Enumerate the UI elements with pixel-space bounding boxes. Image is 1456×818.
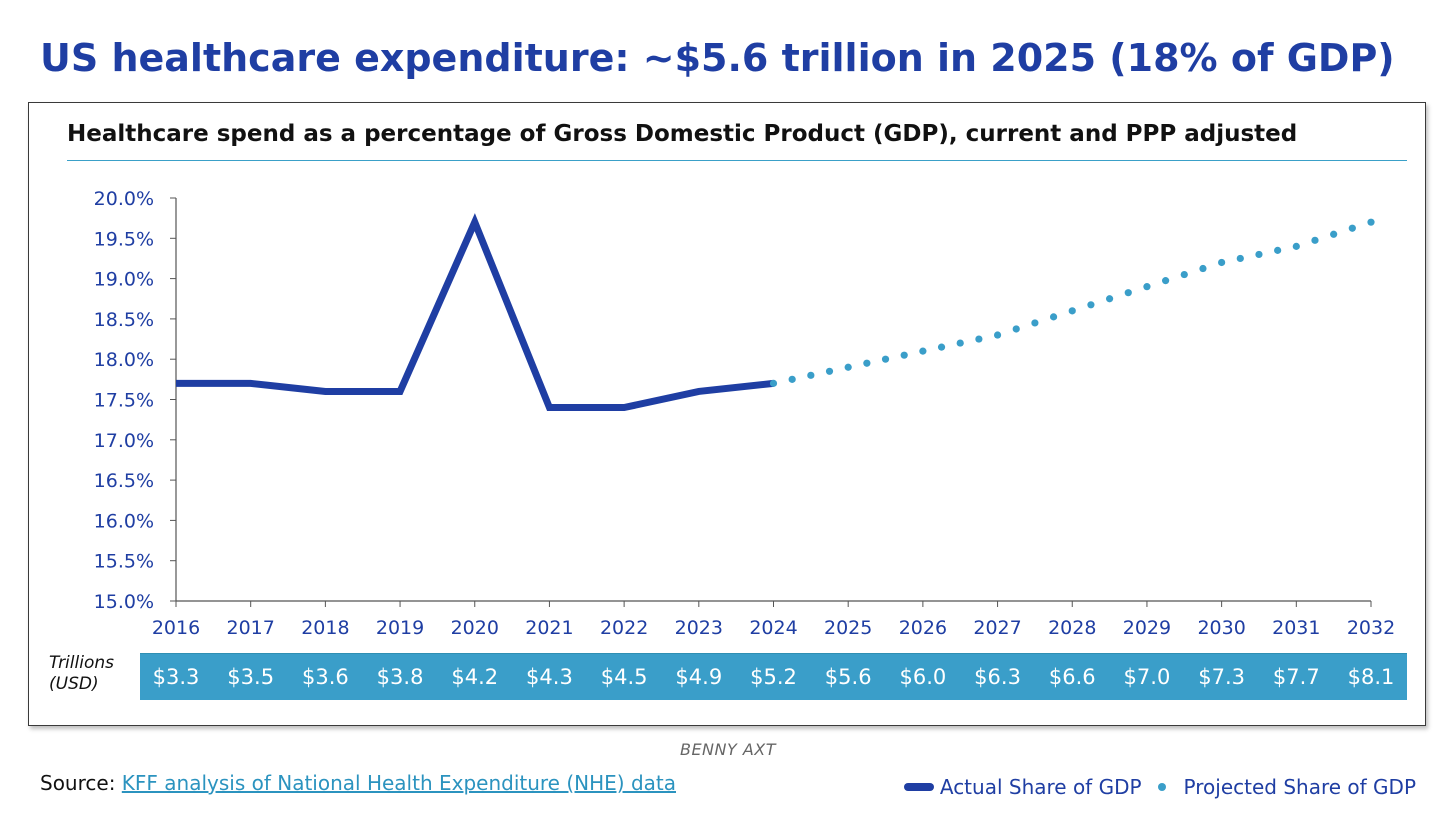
trillions-value: $4.5 <box>600 665 648 689</box>
x-tick-label: 2029 <box>1123 617 1171 639</box>
projected-dot <box>1124 289 1132 297</box>
trillions-value: $3.6 <box>301 665 349 689</box>
trillions-value: $6.3 <box>974 665 1021 689</box>
projected-dot <box>1087 301 1095 309</box>
x-tick-label: 2020 <box>451 617 499 639</box>
trillions-value: $5.6 <box>824 665 872 689</box>
y-tick-label: 16.5% <box>94 470 154 492</box>
source-note: Source: KFF analysis of National Health … <box>40 771 676 795</box>
projected-dot <box>937 343 946 351</box>
y-tick-label: 19.0% <box>94 269 154 291</box>
trillions-value: $7.0 <box>1123 665 1171 689</box>
y-tick-label: 18.5% <box>94 309 154 331</box>
chart-legend: Actual Share of GDP Projected Share of G… <box>903 775 1416 799</box>
projected-dot <box>1274 246 1282 254</box>
projected-dot <box>1049 313 1058 321</box>
x-tick-label: 2026 <box>899 617 947 639</box>
legend-solid-line-icon <box>903 783 934 791</box>
projected-dot <box>1255 250 1263 259</box>
y-tick-label: 19.5% <box>94 228 154 250</box>
x-tick-label: 2021 <box>525 617 573 639</box>
x-tick-label: 2032 <box>1347 617 1395 639</box>
projected-dot <box>975 335 983 343</box>
projected-dot <box>807 371 815 379</box>
projected-dot <box>1236 254 1244 263</box>
projected-dot <box>1199 264 1207 273</box>
x-tick-label: 2027 <box>973 617 1021 639</box>
x-tick-label: 2025 <box>824 617 872 639</box>
line-chart: 20.0% 19.5% 19.0% 18.5% 18.0% 17.5% 17.0% 16.5%… <box>94 188 1396 639</box>
trillions-value: $3.3 <box>152 665 200 689</box>
chart-title-divider <box>67 160 1407 161</box>
source-link[interactable]: KFF analysis of National Health Expendit… <box>121 771 676 795</box>
x-tick-label: 2016 <box>152 617 200 639</box>
watermark: BENNY AXT <box>679 740 777 759</box>
legend-dot-icon <box>1157 783 1166 791</box>
trillions-value: $3.8 <box>376 665 424 689</box>
y-tick-label: 20.0% <box>94 188 154 210</box>
page-title: US healthcare expenditure: ~$5.6 trillio… <box>40 36 1395 80</box>
trillions-value: $7.7 <box>1272 665 1320 689</box>
projected-dot <box>788 375 796 383</box>
y-tick-label: 18.0% <box>94 349 154 371</box>
x-tick-label: 2019 <box>376 617 424 639</box>
projected-dot <box>1180 270 1188 279</box>
trillions-value: $4.3 <box>526 665 573 689</box>
projected-dot <box>1105 295 1114 303</box>
trillions-value: $6.6 <box>1048 665 1096 689</box>
legend-label-projected: Projected Share of GDP <box>1183 775 1416 799</box>
x-tick-label: 2018 <box>301 617 349 639</box>
x-tick-label: 2023 <box>675 617 723 639</box>
trillions-value: $5.2 <box>750 665 797 689</box>
trillions-value: $3.5 <box>227 665 275 689</box>
projected-dot <box>825 367 834 375</box>
trillions-value: $7.3 <box>1198 665 1245 689</box>
trillions-row: $3.3 $3.5 $3.6 $3.8 $4.2 $4.3 $4.5 $4.9 $5.2 $5.6… <box>140 653 1407 700</box>
series-line-actual <box>176 213 774 412</box>
x-tick-label: 2024 <box>749 617 797 639</box>
x-tick-label: 2017 <box>227 617 275 639</box>
trillions-row-label: Trillions (USD) <box>49 653 114 694</box>
x-tick-label: 2028 <box>1048 617 1096 639</box>
projected-dot <box>900 351 908 359</box>
chart-panel: Healthcare spend as a percentage of Gros… <box>28 102 1426 726</box>
projected-dot <box>1311 236 1319 244</box>
x-tick-label: 2022 <box>600 617 648 639</box>
legend-item-projected: Projected Share of GDP <box>1142 775 1416 799</box>
projected-dot <box>863 359 871 367</box>
trillions-value: $6.0 <box>899 665 947 689</box>
legend-label-actual: Actual Share of GDP <box>939 775 1142 799</box>
trillions-value: $8.1 <box>1347 665 1395 689</box>
trillions-value: $4.9 <box>675 665 723 689</box>
y-tick-label: 16.0% <box>94 510 154 532</box>
projected-dot <box>1031 319 1039 327</box>
x-tick-label: 2031 <box>1272 617 1320 639</box>
y-tick-label: 15.0% <box>94 591 154 613</box>
y-tick-label: 17.0% <box>94 430 154 452</box>
projected-dot <box>1012 325 1020 333</box>
projected-dot <box>1330 230 1338 238</box>
y-tick-label: 15.5% <box>94 551 154 573</box>
projected-dot <box>1162 277 1170 285</box>
x-tick-label: 2030 <box>1197 617 1245 639</box>
source-prefix: Source: <box>40 771 122 795</box>
projected-dot <box>881 355 890 363</box>
legend-item-actual: Actual Share of GDP <box>903 775 1142 799</box>
chart-title: Healthcare spend as a percentage of Gros… <box>67 121 1298 147</box>
y-tick-label: 17.5% <box>94 390 154 412</box>
trillions-value: $4.2 <box>451 665 499 689</box>
projected-dot <box>1348 224 1356 232</box>
projected-dot <box>956 339 964 347</box>
